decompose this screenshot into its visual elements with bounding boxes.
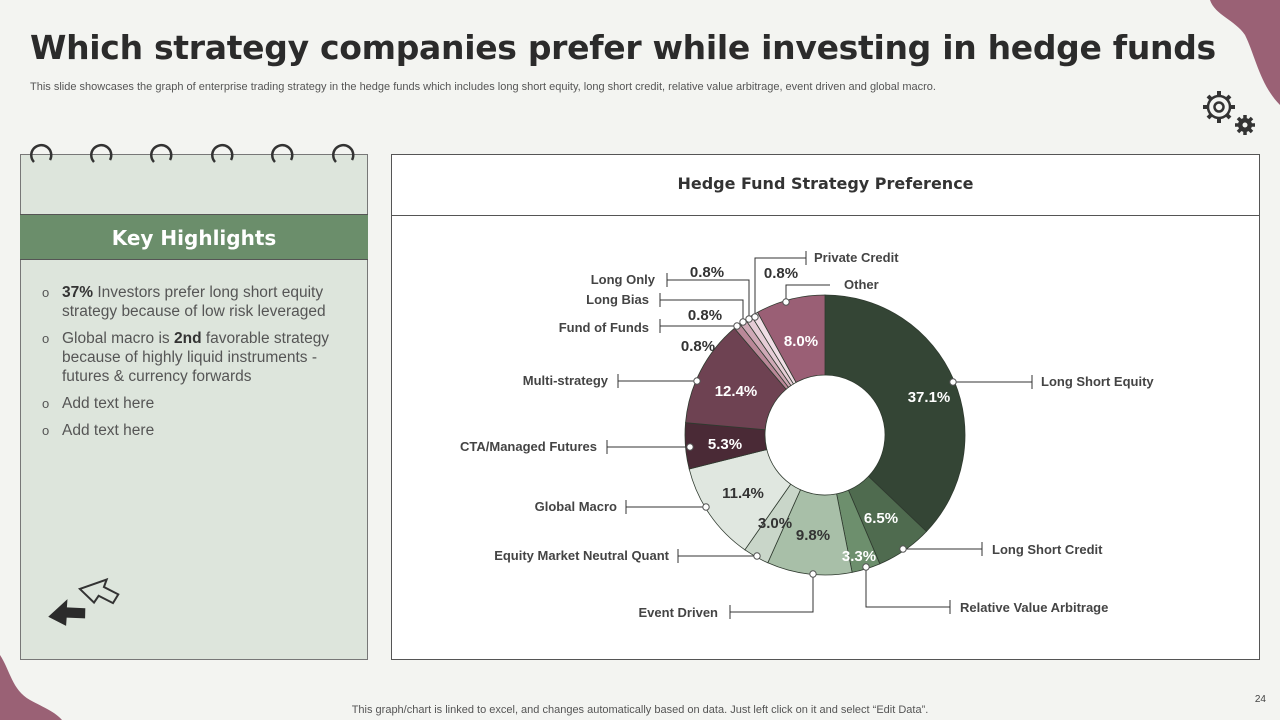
category-label-10: Long Only	[591, 272, 656, 287]
value-label-7: 12.4%	[715, 383, 758, 400]
leader-dot-9	[739, 318, 747, 326]
corner-decoration-top-right	[1210, 0, 1280, 105]
leader-line-11	[754, 257, 806, 317]
category-label-3: Event Driven	[639, 605, 719, 620]
value-label-4: 3.0%	[758, 515, 792, 532]
leader-dot-8	[733, 322, 741, 330]
list-item: Add text here	[42, 421, 342, 440]
value-label-6: 5.3%	[708, 436, 742, 453]
list-item: 37% Investors prefer long short equity s…	[42, 283, 342, 321]
chart-title: Hedge Fund Strategy Preference	[391, 154, 1260, 216]
page-title: Which strategy companies prefer while in…	[30, 28, 1216, 67]
value-label-3: 9.8%	[796, 527, 830, 544]
leader-dot-2	[862, 563, 870, 571]
category-label-5: Global Macro	[535, 499, 617, 514]
value-label-12: 8.0%	[784, 333, 818, 350]
list-item: Add text here	[42, 394, 342, 413]
value-label-1: 6.5%	[864, 510, 898, 527]
page-subtitle: This slide showcases the graph of enterp…	[30, 81, 936, 93]
leader-dot-3	[809, 570, 817, 578]
gears-icon	[1203, 91, 1255, 135]
category-label-8: Fund of Funds	[559, 320, 649, 335]
leader-dot-11	[751, 313, 759, 321]
donut-slice-12	[757, 294, 826, 383]
leader-line-12	[785, 284, 830, 302]
value-label-0: 37.1%	[908, 389, 951, 406]
value-label-5: 11.4%	[722, 485, 764, 502]
category-label-12: Other	[844, 277, 879, 292]
category-label-2: Relative Value Arbitrage	[960, 600, 1108, 615]
value-label-9: 0.8%	[688, 307, 722, 324]
page-number: 24	[1254, 694, 1266, 705]
leader-line-9	[660, 299, 744, 322]
donut-slice-0	[824, 294, 966, 533]
category-label-7: Multi-strategy	[523, 373, 609, 388]
category-label-0: Long Short Equity	[1041, 374, 1154, 389]
category-label-4: Equity Market Neutral Quant	[494, 548, 669, 563]
category-label-1: Long Short Credit	[992, 542, 1103, 557]
leader-dot-0	[949, 378, 957, 386]
category-label-9: Long Bias	[586, 292, 649, 307]
value-label-2: 3.3%	[842, 548, 876, 565]
leader-dot-5	[702, 503, 710, 511]
category-label-11: Private Credit	[814, 250, 899, 265]
leader-dot-10	[745, 315, 753, 323]
corner-decoration-bottom-left	[0, 655, 62, 720]
value-label-8: 0.8%	[681, 338, 715, 355]
footer-note: This graph/chart is linked to excel, and…	[351, 704, 929, 716]
list-item: Global macro is 2nd favorable strategy b…	[42, 329, 342, 386]
leader-dot-1	[899, 545, 907, 553]
value-label-10: 0.8%	[690, 264, 724, 281]
leader-line-10	[667, 279, 750, 319]
leader-dot-4	[753, 552, 761, 560]
leader-dot-7	[693, 377, 701, 385]
leader-dot-12	[782, 298, 790, 306]
leader-line-2	[865, 567, 950, 608]
notebook-rings	[30, 143, 355, 163]
value-label-11: 0.8%	[764, 265, 798, 282]
chart-panel	[391, 154, 1260, 660]
key-highlights-heading: Key Highlights	[20, 214, 368, 260]
category-label-6: CTA/Managed Futures	[460, 439, 597, 454]
highlights-list: 37% Investors prefer long short equity s…	[42, 283, 342, 448]
leader-dot-6	[686, 443, 694, 451]
arrows-icon	[48, 577, 120, 626]
leader-line-3	[730, 574, 814, 613]
